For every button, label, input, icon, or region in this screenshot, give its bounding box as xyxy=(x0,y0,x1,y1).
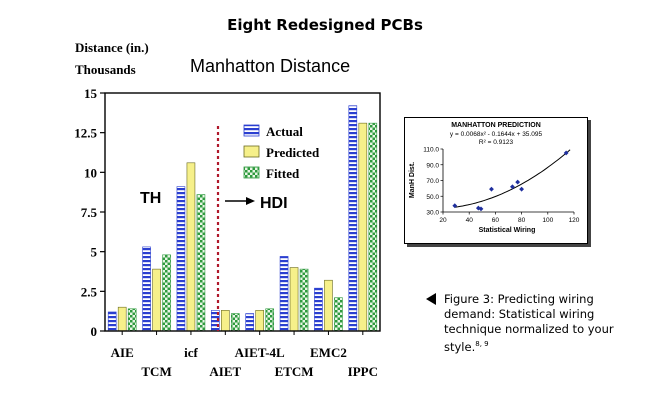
plot-frame xyxy=(104,92,381,332)
legend-swatch-predicted xyxy=(243,145,260,158)
category-label: ETCM xyxy=(275,364,314,379)
y-tick-label: 10 xyxy=(84,165,97,180)
legend: Actual Predicted Fitted xyxy=(243,124,320,181)
bar-fitted-ippc xyxy=(368,122,378,332)
legend-label-actual: Actual xyxy=(266,124,303,139)
inset-chart-panel: MANHATTON PREDICTION y = 0.0068x² - 0.16… xyxy=(404,117,588,244)
category-label: TCM xyxy=(141,364,171,379)
y-tick-label: 12.5 xyxy=(74,126,97,141)
legend-label-fitted: Fitted xyxy=(266,166,300,181)
bar-predicted-aiet-4l xyxy=(255,310,264,332)
y-axis-label: Distance (in.) xyxy=(75,40,149,55)
scatter-point xyxy=(519,186,524,192)
trendline xyxy=(454,149,571,208)
y-axis-unit: Thousands xyxy=(75,62,136,77)
inset-x-label: Statistical Wiring xyxy=(479,227,536,234)
inset-equation: y = 0.0068x² - 0.1644x + 35.095 xyxy=(450,131,543,138)
caption-arrow-icon xyxy=(426,293,436,305)
inset-x-tick-label: 80 xyxy=(518,217,526,224)
y-tick-label: 2.5 xyxy=(81,284,98,299)
bar-fitted-aiet-4l xyxy=(265,308,274,332)
inset-x-tick-label: 100 xyxy=(542,217,553,224)
category-label: AIET-4L xyxy=(235,345,285,360)
bar-predicted-emc2 xyxy=(324,279,333,332)
hdi-arrow-head xyxy=(246,197,255,205)
inset-y-tick-label: 90.0 xyxy=(426,162,439,169)
category-label: AIE xyxy=(111,345,134,360)
figure-caption: Figure 3: Predicting wiring demand: Stat… xyxy=(444,292,644,355)
inset-x-tick-label: 60 xyxy=(492,217,500,224)
bar-predicted-ippc xyxy=(358,122,368,332)
inset-x-tick-label: 120 xyxy=(569,217,580,224)
inset-scatter-chart: MANHATTON PREDICTION y = 0.0068x² - 0.16… xyxy=(409,122,580,234)
bar-actual-icf xyxy=(176,186,186,332)
th-label: TH xyxy=(140,190,161,207)
inset-y-tick-label: 30.0 xyxy=(426,210,439,217)
inset-y-label: ManH Dist. xyxy=(409,162,416,198)
bar-actual-tcm xyxy=(142,246,151,332)
inset-y-tick-label: 50.0 xyxy=(426,194,439,201)
scatter-point xyxy=(515,179,521,185)
y-tick-label: 0 xyxy=(91,324,98,339)
y-tick-label: 7.5 xyxy=(81,205,98,220)
scatter-point xyxy=(478,206,484,212)
y-tick-label: 5 xyxy=(91,245,98,260)
bar-fitted-etcm xyxy=(299,268,309,332)
chart-title: Manhatton Distance xyxy=(190,56,350,76)
bar-fitted-aiet xyxy=(231,313,240,332)
caption-refs: 8, 9 xyxy=(475,340,489,348)
legend-swatch-actual xyxy=(243,124,260,137)
hdi-label: HDI xyxy=(260,195,288,212)
bar-actual-ippc xyxy=(348,105,358,332)
bar-fitted-tcm xyxy=(162,254,171,332)
inset-y-tick-label: 70.0 xyxy=(426,178,439,185)
category-label: icf xyxy=(184,345,198,360)
scatter-point xyxy=(489,186,494,192)
inset-r-squared: R² = 0.9123 xyxy=(479,139,514,146)
inset-y-tick-label: 110.0 xyxy=(423,147,439,154)
bar-fitted-emc2 xyxy=(334,297,343,332)
scatter-point xyxy=(563,150,569,156)
category-label: IPPC xyxy=(348,364,378,379)
bar-predicted-aie xyxy=(117,306,127,332)
bar-actual-aiet-4l xyxy=(245,313,254,332)
bar-actual-etcm xyxy=(279,256,289,332)
page-title: Eight Redesigned PCBs xyxy=(227,16,423,34)
legend-label-predicted: Predicted xyxy=(266,145,320,160)
inset-title: MANHATTON PREDICTION xyxy=(451,122,541,129)
scatter-point xyxy=(510,184,515,190)
bar-predicted-icf xyxy=(186,162,196,332)
inset-x-tick-label: 40 xyxy=(466,217,474,224)
category-label: AIET xyxy=(209,364,241,379)
bar-predicted-etcm xyxy=(289,267,299,332)
bar-fitted-aie xyxy=(127,308,137,332)
scatter-point xyxy=(452,203,458,209)
bar-predicted-tcm xyxy=(152,268,161,332)
inset-x-tick-label: 20 xyxy=(439,217,447,224)
bar-fitted-icf xyxy=(196,194,206,332)
bar-actual-aie xyxy=(107,311,117,332)
legend-swatch-fitted xyxy=(243,166,260,179)
y-tick-label: 15 xyxy=(84,86,98,101)
bar-predicted-aiet xyxy=(221,310,230,332)
caption-text: Figure 3: Predicting wiring demand: Stat… xyxy=(444,292,614,354)
category-label: EMC2 xyxy=(310,345,347,360)
bar-actual-emc2 xyxy=(314,287,323,332)
